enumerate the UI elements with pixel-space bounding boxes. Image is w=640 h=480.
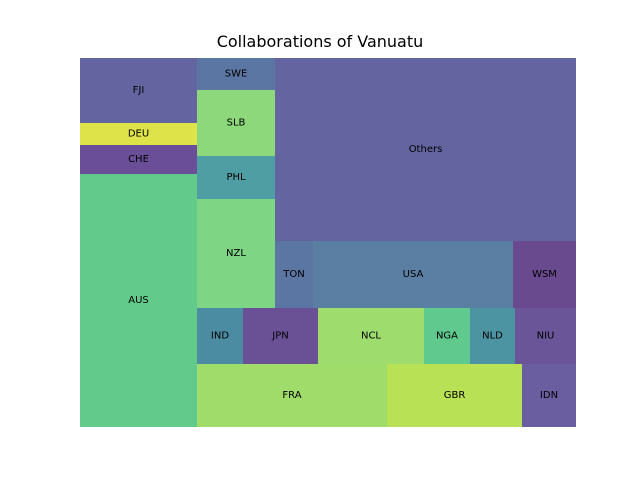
- treemap-cell-swe: [197, 58, 275, 90]
- treemap-label-usa: USA: [403, 269, 424, 280]
- treemap-cell-aus: [80, 174, 197, 427]
- treemap-cell-phl: [197, 156, 275, 199]
- treemap-label-phl: PHL: [226, 172, 246, 183]
- treemap-label-nga: NGA: [436, 331, 458, 342]
- treemap-label-fji: FJI: [133, 85, 145, 96]
- treemap-label-niu: NIU: [537, 331, 555, 342]
- treemap-cell-idn: [522, 364, 576, 427]
- treemap-cell-ncl: [318, 308, 424, 364]
- treemap-label-ton: TON: [282, 269, 304, 280]
- treemap-cell-deu: [80, 123, 197, 145]
- treemap-label-nld: NLD: [482, 331, 503, 342]
- treemap-cell-usa: [313, 241, 513, 308]
- treemap-cell-che: [80, 145, 197, 174]
- treemap-label-idn: IDN: [540, 390, 558, 401]
- treemap-cell-gbr: [387, 364, 522, 427]
- treemap-cell-nld: [470, 308, 515, 364]
- treemap-cell-ton: [275, 241, 313, 308]
- treemap-cell-nzl: [197, 199, 275, 308]
- chart-title: Collaborations of Vanuatu: [216, 32, 424, 51]
- treemap-cell-ind: [197, 308, 243, 364]
- treemap-label-nzl: NZL: [226, 248, 246, 259]
- treemap-label-fra: FRA: [282, 390, 301, 401]
- treemap-cell-nga: [424, 308, 470, 364]
- treemap-cell-fji: [80, 58, 197, 123]
- treemap-cell-fra: [197, 364, 387, 427]
- treemap-label-che: CHE: [128, 154, 149, 165]
- treemap-cell-slb: [197, 90, 275, 156]
- treemap-cell-niu: [515, 308, 576, 364]
- treemap-cell-wsm: [513, 241, 576, 308]
- treemap-label-aus: AUS: [128, 295, 149, 306]
- treemap-label-ind: IND: [211, 331, 229, 342]
- treemap-label-slb: SLB: [227, 118, 246, 129]
- treemap-label-jpn: JPN: [271, 331, 288, 342]
- treemap-label-swe: SWE: [225, 69, 248, 80]
- treemap-label-wsm: WSM: [532, 269, 557, 280]
- treemap-label-deu: DEU: [128, 129, 149, 140]
- treemap-cell-jpn: [243, 308, 318, 364]
- treemap-label-gbr: GBR: [444, 390, 466, 401]
- treemap-cell-others: [275, 58, 576, 241]
- treemap-label-ncl: NCL: [361, 331, 381, 342]
- treemap-label-others: Others: [409, 144, 443, 155]
